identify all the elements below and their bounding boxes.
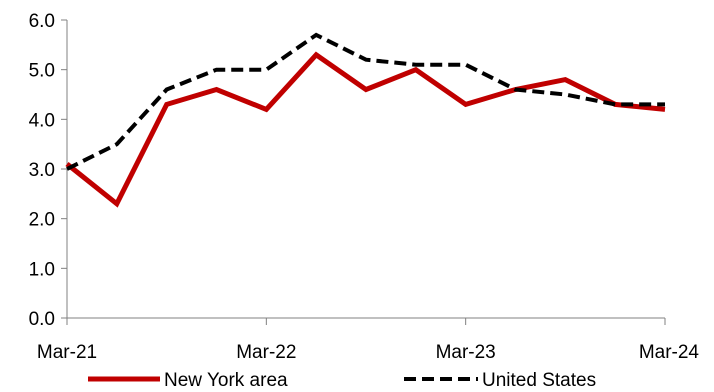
y-tick-label: 3.0 [29,160,55,181]
x-tick-label: Mar-22 [236,342,296,363]
legend-label: United States [482,370,596,391]
x-tick-label: Mar-24 [639,342,700,363]
x-axis-ticks: Mar-21 Mar-22 Mar-23 Mar-24 [37,318,700,363]
series-layer [65,32,666,208]
x-tick-label: Mar-21 [37,342,97,363]
y-tick-label: 1.0 [29,259,55,280]
y-tick-label: 2.0 [29,210,55,231]
legend: New York area United States [88,370,596,391]
y-tick-label: 5.0 [29,61,55,82]
x-tick-label: Mar-23 [436,342,496,363]
y-tick-label: 4.0 [29,110,55,131]
y-tick-label: 0.0 [29,309,55,330]
legend-label: New York area [164,370,288,391]
series-line-new-york-area [65,51,666,208]
series-line-united-states [66,32,665,171]
y-axis-ticks: 0.0 1.0 2.0 3.0 4.0 5.0 6.0 [29,11,67,330]
axes [66,20,665,319]
y-tick-label: 6.0 [29,11,55,32]
